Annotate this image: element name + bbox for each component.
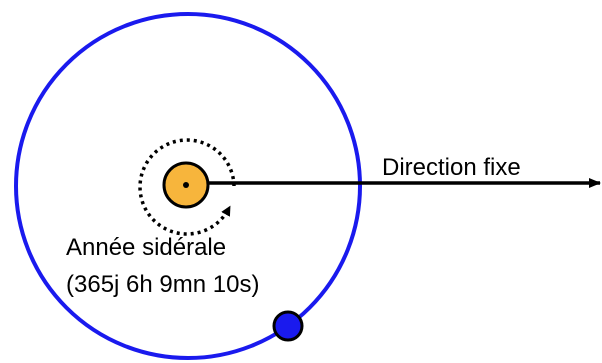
year-label-line2: (365j 6h 9mn 10s): [66, 271, 259, 298]
direction-label: Direction fixe: [382, 154, 521, 181]
earth: [272, 310, 304, 342]
earth-orbit: [14, 12, 362, 360]
rotation-arc: [138, 138, 236, 236]
sun-center-dot: [183, 182, 189, 188]
year-label-line1: Année sidérale: [66, 234, 226, 261]
